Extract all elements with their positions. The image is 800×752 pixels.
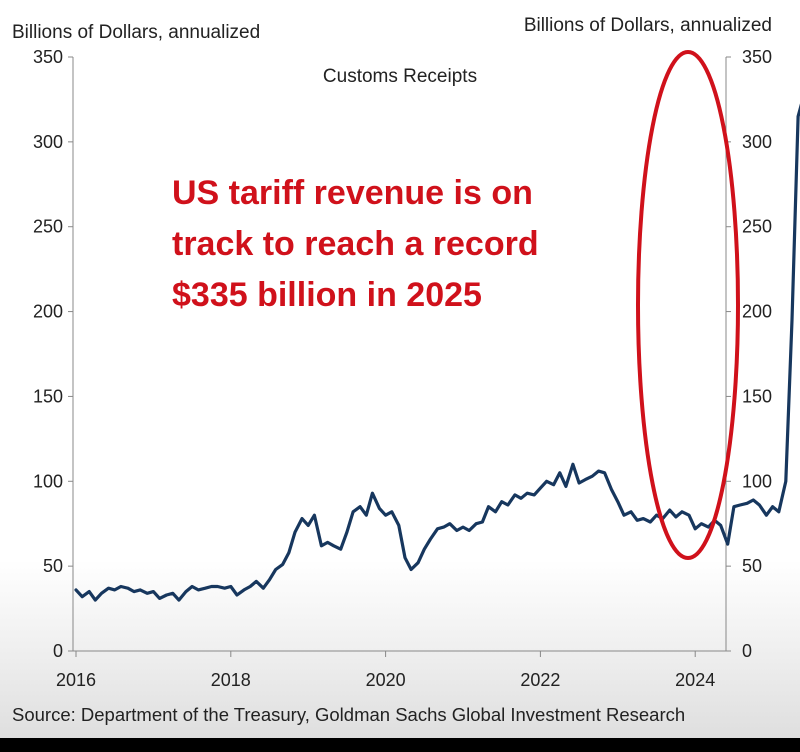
highlight-ellipse xyxy=(636,50,740,560)
left-tick-label: 50 xyxy=(43,556,63,576)
x-tick-label: 2022 xyxy=(520,670,560,690)
left-axis-title: Billions of Dollars, annualized xyxy=(12,22,261,43)
x-tick-label: 2018 xyxy=(211,670,251,690)
right-tick-label: 350 xyxy=(742,47,772,67)
left-tick-label: 250 xyxy=(33,217,63,237)
right-tick-label: 50 xyxy=(742,556,762,576)
annotation-line-3: $335 billion in 2025 xyxy=(172,276,482,314)
source-note: Source: Department of the Treasury, Gold… xyxy=(12,704,686,725)
chart-title: Customs Receipts xyxy=(322,66,478,87)
right-tick-label: 200 xyxy=(742,302,772,322)
x-tick-label: 2024 xyxy=(675,670,715,690)
customs-receipts-line xyxy=(74,103,800,602)
bottom-bar xyxy=(0,738,800,752)
x-tick-label: 2016 xyxy=(56,670,96,690)
right-axis-title: Billions of Dollars, annualized xyxy=(523,15,772,36)
x-tick-label: 2020 xyxy=(366,670,406,690)
left-tick-label: 200 xyxy=(33,302,63,322)
annotation-text: US tariff revenue is on track to reach a… xyxy=(172,168,632,321)
right-axis-ticks: 0 50 100 150 200 250 300 350 xyxy=(726,47,772,661)
annotation-line-1: US tariff revenue is on xyxy=(172,174,533,212)
x-axis-ticks: 2016 2018 2020 2022 2024 xyxy=(56,651,715,690)
left-tick-label: 0 xyxy=(53,641,63,661)
right-tick-label: 0 xyxy=(742,641,752,661)
left-axis-ticks: 0 50 100 150 200 250 300 350 xyxy=(33,47,73,661)
right-tick-label: 300 xyxy=(742,132,772,152)
left-tick-label: 150 xyxy=(33,386,63,406)
right-tick-label: 250 xyxy=(742,217,772,237)
right-tick-label: 100 xyxy=(742,471,772,491)
right-tick-label: 150 xyxy=(742,386,772,406)
annotation-line-2: track to reach a record xyxy=(172,225,539,263)
left-tick-label: 300 xyxy=(33,132,63,152)
left-tick-label: 100 xyxy=(33,471,63,491)
left-tick-label: 350 xyxy=(33,47,63,67)
